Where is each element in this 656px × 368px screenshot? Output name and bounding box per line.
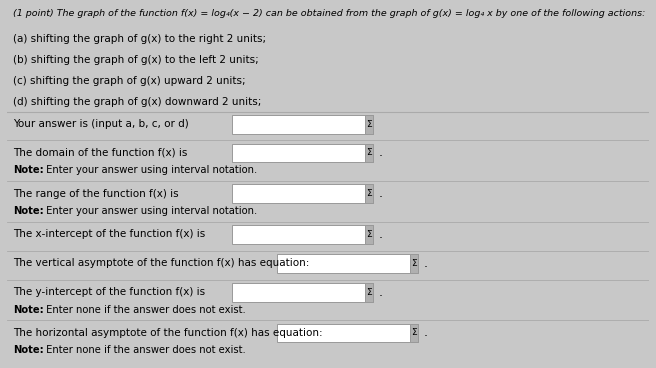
FancyBboxPatch shape [232, 225, 373, 244]
FancyBboxPatch shape [232, 144, 373, 162]
Text: .: . [378, 228, 382, 241]
FancyBboxPatch shape [365, 283, 373, 301]
Text: Σ: Σ [366, 148, 372, 158]
FancyBboxPatch shape [232, 115, 373, 134]
FancyBboxPatch shape [365, 144, 373, 162]
FancyBboxPatch shape [232, 184, 373, 203]
Text: Σ: Σ [366, 230, 372, 239]
Text: .: . [423, 326, 427, 339]
Text: The domain of the function f(x) is: The domain of the function f(x) is [13, 148, 188, 158]
Text: Note:: Note: [13, 345, 44, 355]
Text: .: . [423, 257, 427, 270]
Text: .: . [378, 187, 382, 200]
Text: The horizontal asymptote of the function f(x) has equation:: The horizontal asymptote of the function… [13, 328, 323, 338]
Text: .: . [378, 286, 382, 299]
Text: The vertical asymptote of the function f(x) has equation:: The vertical asymptote of the function f… [13, 258, 310, 268]
Text: Note:: Note: [13, 206, 44, 216]
Text: .: . [378, 146, 382, 159]
Text: (d) shifting the graph of g(x) downward 2 units;: (d) shifting the graph of g(x) downward … [13, 97, 261, 107]
Text: The x-intercept of the function f(x) is: The x-intercept of the function f(x) is [13, 230, 205, 240]
Text: Σ: Σ [366, 120, 372, 129]
Text: Enter your answer using interval notation.: Enter your answer using interval notatio… [43, 165, 257, 175]
FancyBboxPatch shape [410, 323, 418, 342]
FancyBboxPatch shape [365, 225, 373, 244]
Text: Σ: Σ [411, 329, 417, 337]
Text: Enter none if the answer does not exist.: Enter none if the answer does not exist. [43, 304, 246, 315]
Text: The range of the function f(x) is: The range of the function f(x) is [13, 189, 178, 199]
FancyBboxPatch shape [277, 254, 418, 273]
Text: Enter your answer using interval notation.: Enter your answer using interval notatio… [43, 206, 257, 216]
Text: Note:: Note: [13, 165, 44, 175]
FancyBboxPatch shape [365, 184, 373, 203]
FancyBboxPatch shape [232, 283, 373, 301]
FancyBboxPatch shape [365, 115, 373, 134]
Text: Enter none if the answer does not exist.: Enter none if the answer does not exist. [43, 345, 246, 355]
Text: (1 point) The graph of the function f(x) = log₄(x − 2) can be obtained from the : (1 point) The graph of the function f(x)… [13, 9, 646, 18]
Text: The y-intercept of the function f(x) is: The y-intercept of the function f(x) is [13, 287, 205, 297]
FancyBboxPatch shape [410, 254, 418, 273]
Text: (b) shifting the graph of g(x) to the left 2 units;: (b) shifting the graph of g(x) to the le… [13, 55, 258, 65]
Text: (c) shifting the graph of g(x) upward 2 units;: (c) shifting the graph of g(x) upward 2 … [13, 76, 245, 86]
FancyBboxPatch shape [277, 323, 418, 342]
Text: Σ: Σ [366, 189, 372, 198]
Text: Σ: Σ [366, 288, 372, 297]
Text: Your answer is (input a, b, c, or d): Your answer is (input a, b, c, or d) [13, 119, 189, 129]
Text: (a) shifting the graph of g(x) to the right 2 units;: (a) shifting the graph of g(x) to the ri… [13, 34, 266, 44]
Text: Σ: Σ [411, 259, 417, 268]
Text: Note:: Note: [13, 304, 44, 315]
